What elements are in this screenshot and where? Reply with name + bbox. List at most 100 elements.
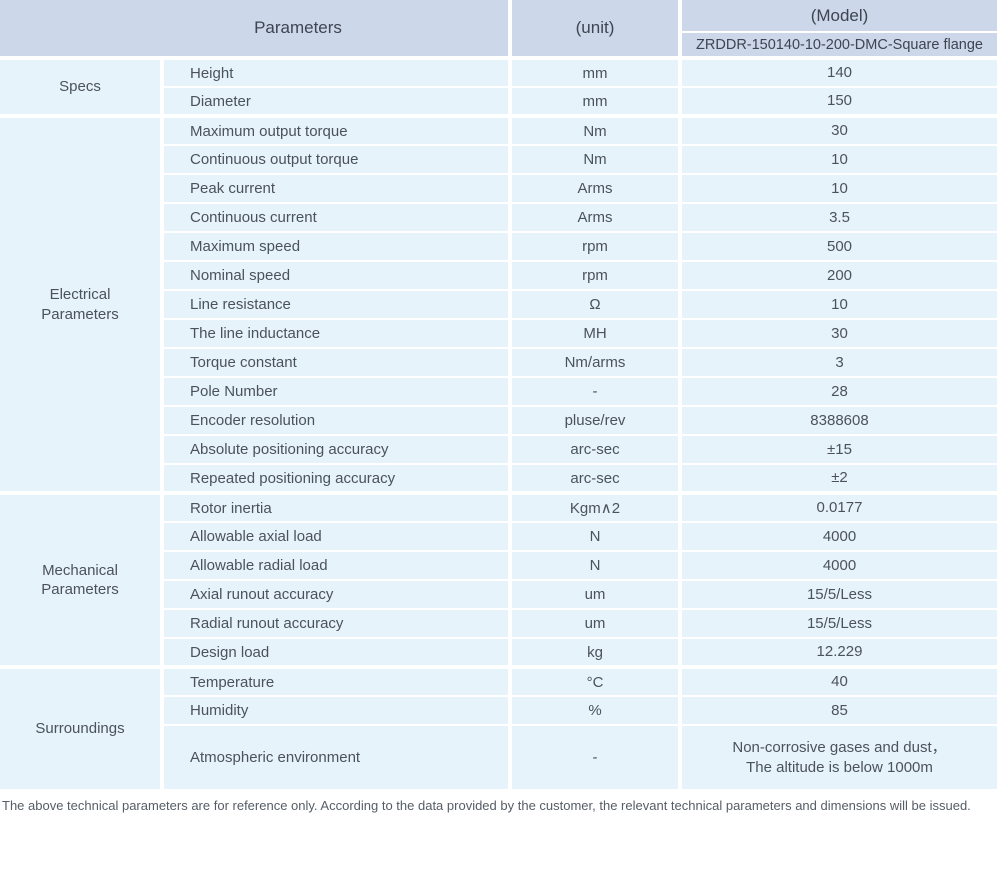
value-cell: 140 [678,56,997,87]
spec-table-header: Parameters (unit) (Model) ZRDDR-150140-1… [0,0,997,58]
param-name-cell: Pole Number [160,376,510,406]
table-row: Design load kg 12.229 [0,637,997,667]
value-cell: 150 [678,86,997,116]
param-name-cell: Absolute positioning accuracy [160,434,510,464]
table-row: Line resistance Ω 10 [0,289,997,319]
unit-cell: arc-sec [508,434,680,464]
value-cell: 3 [678,347,997,377]
value-cell: 3.5 [678,202,997,232]
param-name-cell: Radial runout accuracy [160,608,510,638]
table-row: Diameter mm 150 [0,86,997,116]
value-cell: ±2 [678,463,997,493]
value-cell: 85 [678,695,997,725]
value-cell: 4000 [678,521,997,551]
table-row: The line inductance MH 30 [0,318,997,348]
table-row: Radial runout accuracy um 15/5/Less [0,608,997,638]
param-name-cell: Allowable radial load [160,550,510,580]
table-row: Axial runout accuracy um 15/5/Less [0,579,997,609]
value-cell: 0.0177 [678,491,997,522]
value-cell: 500 [678,231,997,261]
param-name-cell: Axial runout accuracy [160,579,510,609]
spec-sheet: Parameters (unit) (Model) ZRDDR-150140-1… [0,0,997,813]
group-cell: Surroundings [0,665,162,789]
unit-cell: Arms [508,202,680,232]
value-cell: Non-corrosive gases and dust， The altitu… [678,724,997,789]
unit-cell: rpm [508,260,680,290]
param-name-cell: Design load [160,637,510,667]
table-row: Continuous current Arms 3.5 [0,202,997,232]
value-cell: 28 [678,376,997,406]
param-name-cell: Continuous current [160,202,510,232]
unit-cell: arc-sec [508,463,680,493]
value-cell: 200 [678,260,997,290]
unit-cell: kg [508,637,680,667]
param-name-cell: Temperature [160,665,510,696]
param-name-cell: Peak current [160,173,510,203]
parameters-header: Parameters [0,0,510,58]
table-row: Absolute positioning accuracy arc-sec ±15 [0,434,997,464]
table-row: Nominal speed rpm 200 [0,260,997,290]
value-cell: 30 [678,318,997,348]
table-row: Allowable radial load N 4000 [0,550,997,580]
group-cell: Specs [0,56,162,116]
unit-cell: um [508,579,680,609]
param-name-cell: Atmospheric environment [160,724,510,789]
param-name-cell: Maximum output torque [160,114,510,145]
table-row: Pole Number -28 [0,376,997,406]
unit-cell: Arms [508,173,680,203]
param-name-cell: Humidity [160,695,510,725]
table-row: Allowable axial load N 4000 [0,521,997,551]
unit-cell: rpm [508,231,680,261]
param-name-cell: Continuous output torque [160,144,510,174]
unit-cell: °C [508,665,680,696]
table-row: Torque constant Nm/arms 3 [0,347,997,377]
unit-cell: Ω [508,289,680,319]
param-name-cell: Nominal speed [160,260,510,290]
unit-cell: N [508,550,680,580]
value-cell: 10 [678,173,997,203]
param-name-cell: Diameter [160,86,510,116]
unit-header: (unit) [508,0,680,58]
param-name-cell: Allowable axial load [160,521,510,551]
table-row: Atmospheric environment - Non-corrosive ga… [0,724,997,789]
model-header: (Model) [678,0,997,32]
value-cell: 10 [678,144,997,174]
value-cell: 40 [678,665,997,696]
unit-cell: Nm [508,114,680,145]
unit-cell: % [508,695,680,725]
param-name-cell: Torque constant [160,347,510,377]
table-row: Encoder resolution pluse/rev 8388608 [0,405,997,435]
param-name-cell: Encoder resolution [160,405,510,435]
value-cell: 15/5/Less [678,608,997,638]
spec-table-body: Specs Height mm 140 Diameter mm 150 Electrical … [0,56,997,789]
value-cell: ±15 [678,434,997,464]
table-row: Electrical Parameters Maximum output torq… [0,114,997,493]
table-row: Maximum speed rpm 500 [0,231,997,261]
unit-cell: um [508,608,680,638]
value-cell: 4000 [678,550,997,580]
value-cell: 15/5/Less [678,579,997,609]
unit-cell: N [508,521,680,551]
param-name-cell: Repeated positioning accuracy [160,463,510,493]
group-cell: Mechanical Parameters [0,491,162,667]
unit-cell: Kgm∧2 [508,491,680,522]
footer-note: The above technical parameters are for r… [2,798,971,813]
value-cell: 10 [678,289,997,319]
unit-cell: pluse/rev [508,405,680,435]
param-name-cell: Maximum speed [160,231,510,261]
table-row: Specs Height mm 140 [0,56,997,116]
unit-cell: Nm [508,144,680,174]
unit-cell: - [508,724,680,789]
unit-cell: MH [508,318,680,348]
model-name: ZRDDR-150140-10-200-DMC-Square flange [678,31,997,58]
table-row: Mechanical Parameters Rotor inertia Kgm∧2 0… [0,491,997,667]
table-row: Humidity% 85 [0,695,997,725]
param-name-cell: Rotor inertia [160,491,510,522]
value-cell: 12.229 [678,637,997,667]
table-row: Repeated positioning accuracy arc-sec ±2 [0,463,997,493]
unit-cell: mm [508,86,680,116]
param-name-cell: The line inductance [160,318,510,348]
table-row: Peak current Arms 10 [0,173,997,203]
value-cell: 30 [678,114,997,145]
spec-table: Parameters (unit) (Model) ZRDDR-150140-1… [0,0,997,789]
